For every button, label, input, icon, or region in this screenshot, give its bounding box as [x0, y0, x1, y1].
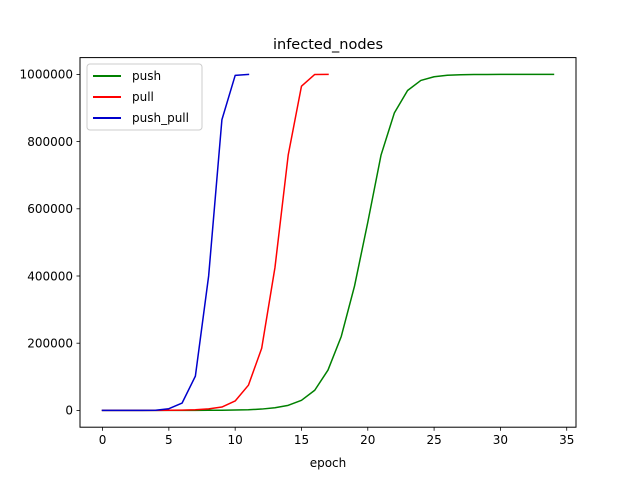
- legend-label-pull: pull: [132, 90, 154, 104]
- legend-label-push-pull: push_pull: [132, 111, 189, 125]
- x-tick-label: 30: [493, 433, 508, 447]
- x-tick-label: 15: [294, 433, 309, 447]
- y-axis-ticks: 0 200000 400000 600000 800000 1000000: [20, 68, 80, 418]
- x-tick-label: 25: [426, 433, 441, 447]
- legend-label-push: push: [132, 69, 161, 83]
- y-tick-label: 1000000: [20, 68, 73, 82]
- y-tick-label: 800000: [27, 135, 73, 149]
- chart-title: infected_nodes: [273, 37, 383, 53]
- y-tick-label: 400000: [27, 269, 73, 283]
- x-axis-ticks: 0 5 10 15 20 25 30 35: [99, 427, 574, 447]
- plot-series-group: [101, 73, 555, 412]
- x-axis-label: epoch: [310, 456, 347, 470]
- y-tick-label: 600000: [27, 202, 73, 216]
- series-line-push-pull: [101, 73, 250, 412]
- x-tick-label: 20: [360, 433, 375, 447]
- legend-box: [86, 63, 203, 131]
- x-tick-label: 0: [99, 433, 107, 447]
- y-tick-label: 0: [65, 404, 73, 418]
- legend: push pull push_pull: [86, 63, 203, 131]
- x-tick-label: 5: [165, 433, 173, 447]
- x-tick-label: 35: [559, 433, 574, 447]
- plot-frame: [79, 57, 577, 428]
- x-tick-label: 10: [228, 433, 243, 447]
- y-tick-label: 200000: [27, 337, 73, 351]
